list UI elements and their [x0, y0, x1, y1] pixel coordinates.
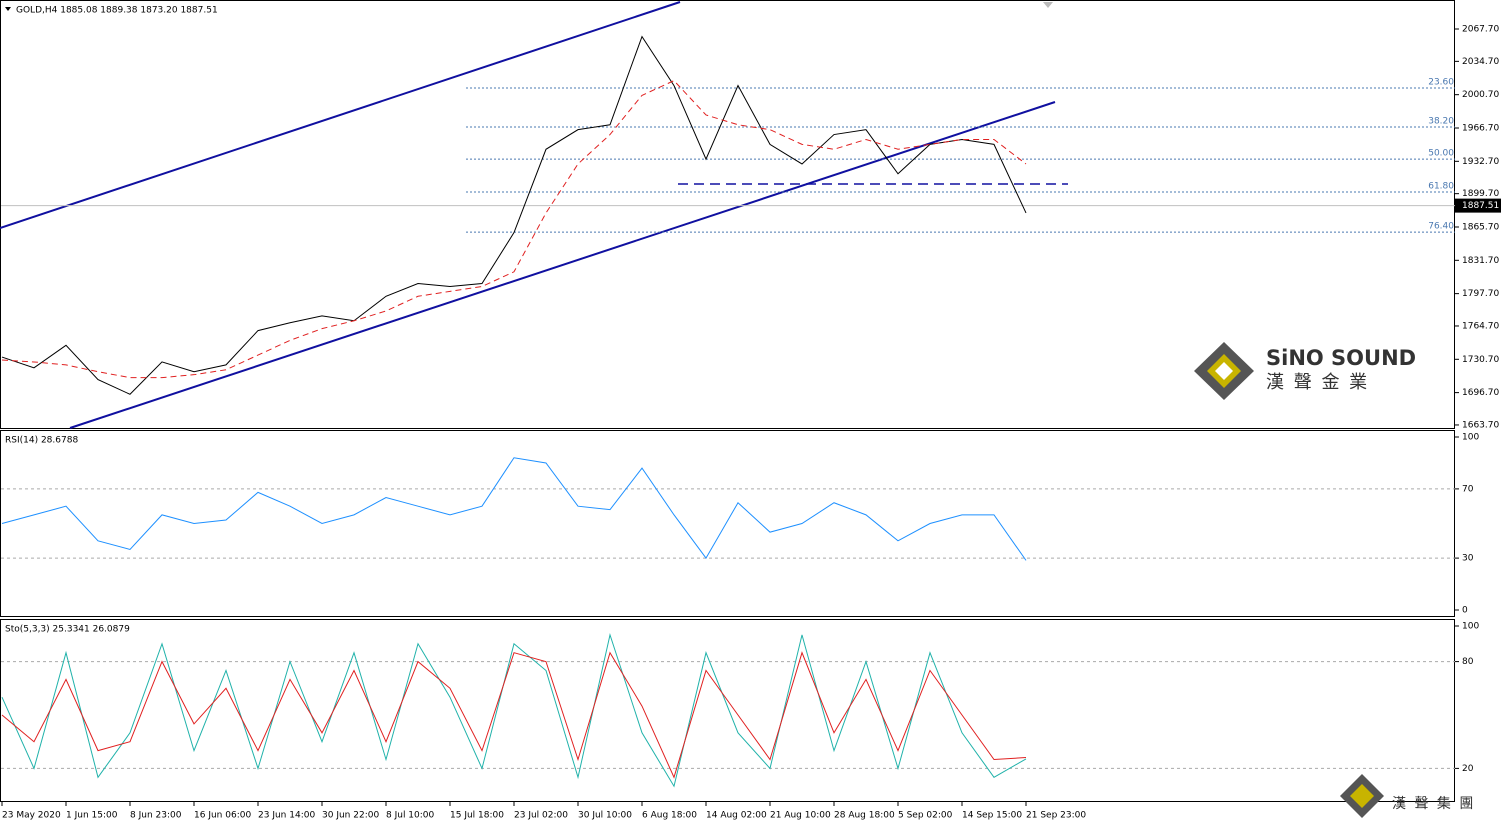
- x-tick-label: 30 Jul 10:00: [578, 811, 632, 821]
- y-tick-label: 1663.70: [1462, 420, 1499, 430]
- series-line: [1, 80, 1027, 379]
- y-tick-label: 1797.70: [1462, 289, 1499, 299]
- chart-title: GOLD,H4 1885.08 1889.38 1873.20 1887.51: [16, 6, 218, 16]
- x-tick-label: 30 Jun 22:00: [322, 811, 379, 821]
- y-tick-label: 70: [1462, 484, 1474, 494]
- y-tick-label: 1831.70: [1462, 256, 1499, 266]
- x-tick-label: 14 Sep 15:00: [962, 811, 1022, 821]
- y-tick-label: 2000.70: [1462, 90, 1499, 100]
- series-line: [1, 35, 1027, 395]
- y-tick-label: 1966.70: [1462, 123, 1499, 133]
- y-tick-label: 1932.70: [1462, 157, 1499, 167]
- y-tick-label: 100: [1462, 433, 1479, 443]
- fib-label: 76.40: [1428, 222, 1454, 232]
- x-tick-label: 28 Aug 18:00: [834, 811, 895, 821]
- y-tick-label: 2067.70: [1462, 25, 1499, 35]
- rsi-pane: [0, 430, 1455, 617]
- x-tick-label: 23 May 2020: [2, 811, 61, 821]
- x-tick-label: 1 Jun 15:00: [66, 811, 118, 821]
- trendlines: [0, 1, 1068, 429]
- x-tick-label: 8 Jul 10:00: [386, 811, 435, 821]
- footer-inner: [1350, 784, 1374, 808]
- fib-label: 23.60: [1428, 78, 1454, 88]
- x-tick-label: 23 Jul 02:00: [514, 811, 568, 821]
- x-tick-label: 21 Sep 23:00: [1026, 811, 1086, 821]
- fib-label: 61.80: [1428, 181, 1454, 191]
- footer-logo: 漢 聲 集 團: [1392, 795, 1475, 812]
- y-tick-label: 1764.70: [1462, 321, 1499, 331]
- x-tick-label: 21 Aug 10:00: [770, 811, 831, 821]
- y-tick-label: 1865.70: [1462, 222, 1499, 232]
- fib-label: 38.20: [1428, 117, 1454, 127]
- y-tick-label: 100: [1462, 622, 1479, 632]
- x-tick-label: 16 Jun 06:00: [194, 811, 251, 821]
- y-tick-label: 1696.70: [1462, 388, 1499, 398]
- logo-subtitle: 漢 聲 金 業: [1266, 372, 1369, 393]
- pane-frames: [0, 0, 1455, 802]
- x-tick-label: 23 Jun 14:00: [258, 811, 315, 821]
- series-line: [1, 457, 1027, 561]
- series-line: [1, 651, 1027, 779]
- logo: SiNO SOUND 漢 聲 金 業 漢 聲 集 團: [1194, 342, 1475, 818]
- x-tick-label: 8 Jun 23:00: [130, 811, 182, 821]
- last-price-tag: [1455, 198, 1501, 213]
- logo-core: [1215, 362, 1233, 380]
- y-tick-label: 20: [1462, 764, 1474, 774]
- x-tick-label: 5 Sep 02:00: [898, 811, 953, 821]
- rsi-title: RSI(14) 28.6788: [5, 436, 78, 446]
- y-tick-label: 80: [1462, 657, 1474, 667]
- y-tick-label: 1730.70: [1462, 355, 1499, 365]
- shift-marker: [1043, 2, 1053, 8]
- y-tick-label: 0: [1462, 606, 1468, 616]
- y-tick-label: 1899.70: [1462, 189, 1499, 199]
- y-tick-label: 30: [1462, 554, 1474, 564]
- logo-brand: SiNO SOUND: [1266, 346, 1416, 370]
- stoch-pane: [0, 619, 1455, 802]
- channel-lower: [69, 101, 1056, 429]
- x-tick-label: 15 Jul 18:00: [450, 811, 504, 821]
- last-price-label: 1887.51: [1462, 201, 1499, 211]
- stoch-title: Sto(5,3,3) 25.3341 26.0879: [5, 625, 130, 635]
- menu-triangle: [5, 7, 11, 11]
- x-tick-label: 6 Aug 18:00: [642, 811, 697, 821]
- channel-upper: [0, 1, 681, 229]
- series-line: [1, 633, 1027, 788]
- price-pane: [0, 0, 1455, 429]
- x-tick-label: 14 Aug 02:00: [706, 811, 767, 821]
- fib-label: 50.00: [1428, 149, 1454, 159]
- y-tick-label: 2034.70: [1462, 57, 1499, 67]
